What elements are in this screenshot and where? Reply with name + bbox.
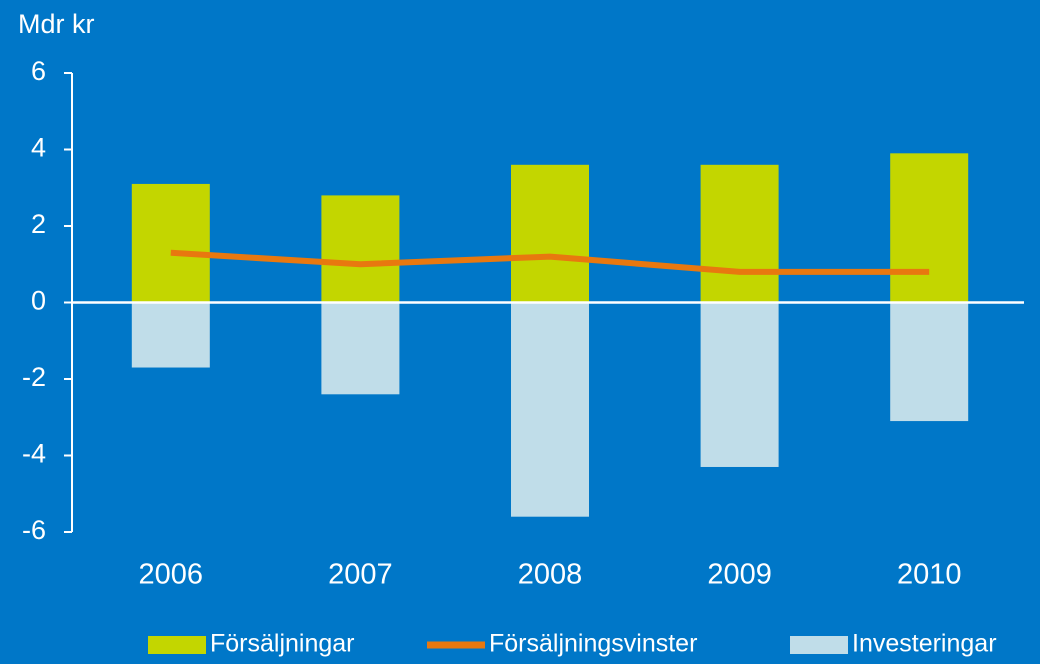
y-tick-label: 4: [31, 133, 46, 163]
bar: [511, 164, 589, 303]
y-tick-label: 6: [31, 56, 46, 86]
line: [170, 249, 930, 275]
legend-label: Försäljningsvinster: [489, 630, 697, 658]
bar: [321, 195, 400, 303]
legend-label: Investeringar: [852, 630, 997, 658]
bar: [890, 153, 969, 303]
bar: [131, 302, 210, 368]
x-tick-label: 2008: [518, 559, 583, 591]
y-tick-label: 2: [31, 209, 46, 239]
y-tick-label: -6: [22, 515, 46, 545]
x-tick-label: 2007: [328, 559, 393, 591]
y-tick-label: -4: [22, 439, 46, 469]
legend-label: Försäljningar: [210, 630, 355, 658]
legend-swatch: [790, 636, 848, 654]
bar: [700, 164, 779, 303]
x-tick-label: 2010: [897, 559, 962, 591]
bar: [511, 302, 589, 517]
bar: [890, 302, 969, 422]
legend-swatch: [148, 636, 206, 654]
bar: [131, 183, 210, 303]
chart-title: Mdr kr: [18, 9, 95, 39]
x-tick-label: 2006: [139, 559, 204, 591]
y-tick-label: 0: [31, 286, 46, 316]
x-tick-label: 2009: [707, 559, 772, 591]
bar: [700, 302, 779, 467]
bar: [321, 302, 400, 395]
y-tick-label: -2: [22, 362, 46, 392]
